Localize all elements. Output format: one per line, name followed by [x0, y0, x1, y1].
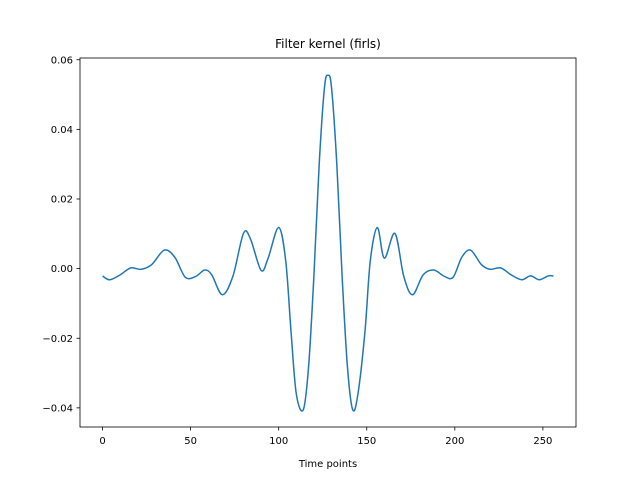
- y-tick-label: −0.02: [42, 334, 73, 345]
- plot-area: [102, 74, 554, 412]
- y-tick-label: 0.00: [51, 264, 73, 275]
- y-tick-label: 0.06: [51, 55, 73, 66]
- y-tick-label: 0.04: [51, 125, 73, 136]
- x-tick-label: 100: [269, 436, 288, 447]
- x-tick-label: 250: [533, 436, 552, 447]
- series-line-0: [102, 74, 554, 412]
- x-tick-label: 200: [445, 436, 464, 447]
- x-axis-title: Time points: [298, 459, 357, 470]
- axes-frame: [79, 57, 577, 428]
- y-axis: −0.04 −0.02 0.00 0.02 0.04 0.06: [42, 55, 80, 414]
- y-tick-label: 0.02: [51, 195, 73, 206]
- x-axis: 0 50 100 150 200 250: [99, 427, 552, 447]
- x-tick-label: 150: [357, 436, 376, 447]
- chart-title: Filter kernel (firls): [275, 37, 381, 51]
- x-tick-label: 0: [99, 436, 105, 447]
- y-tick-label: −0.04: [42, 403, 73, 414]
- x-tick-label: 50: [184, 436, 197, 447]
